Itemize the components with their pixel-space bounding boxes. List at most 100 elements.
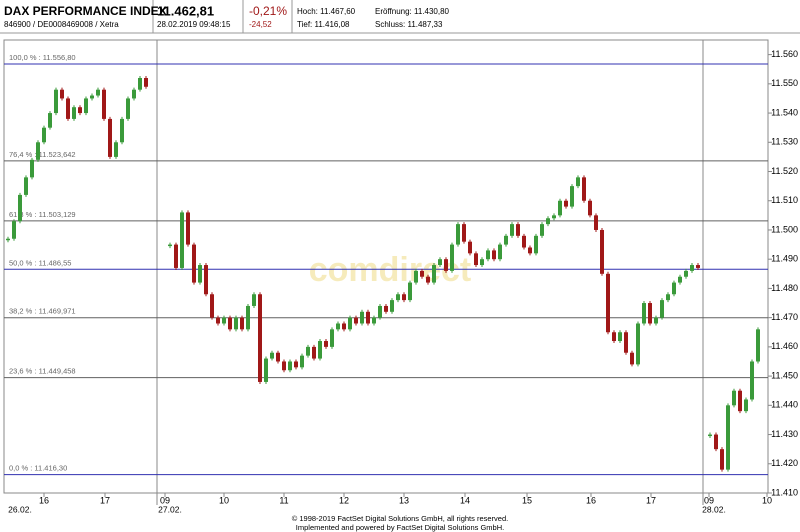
candle xyxy=(684,270,688,277)
change-abs: -24,52 xyxy=(249,20,272,29)
candle xyxy=(540,224,544,236)
candle xyxy=(78,107,82,114)
candle xyxy=(204,265,208,295)
candle xyxy=(384,305,388,312)
candle xyxy=(24,177,28,195)
candle xyxy=(570,186,574,207)
candle xyxy=(270,352,274,359)
candle xyxy=(36,142,40,160)
low: Tief: 11.416,08 xyxy=(297,20,350,29)
x-tick-label: 12 xyxy=(339,495,349,505)
candle xyxy=(306,346,310,356)
y-tick-label: 11.460 xyxy=(771,341,798,351)
candle xyxy=(366,311,370,324)
candle xyxy=(612,332,616,342)
candle xyxy=(756,329,760,362)
y-tick-label: 11.450 xyxy=(771,370,798,380)
candle xyxy=(642,303,646,324)
candle xyxy=(438,259,442,266)
x-tick-label: 09 xyxy=(704,495,714,505)
candle xyxy=(186,212,190,245)
candle xyxy=(6,238,10,241)
candle xyxy=(582,177,586,201)
candle xyxy=(720,449,724,470)
y-tick-label: 11.540 xyxy=(771,107,798,117)
date-label: 26.02. xyxy=(8,504,32,514)
candle xyxy=(360,311,364,324)
candle xyxy=(744,399,748,412)
candle xyxy=(144,77,148,87)
x-tick-label: 17 xyxy=(100,495,110,505)
candle xyxy=(618,332,622,342)
candle xyxy=(30,159,34,178)
candle xyxy=(654,317,658,324)
candle xyxy=(12,221,16,239)
candle xyxy=(510,224,514,236)
y-tick-label: 11.560 xyxy=(771,49,798,59)
candle xyxy=(90,95,94,99)
candle xyxy=(648,303,652,324)
candle xyxy=(396,294,400,301)
candle xyxy=(66,98,70,119)
candle xyxy=(552,215,556,219)
candle xyxy=(624,332,628,353)
candle xyxy=(486,250,490,260)
x-tick-label: 17 xyxy=(646,495,656,505)
close: Schluss: 11.487,33 xyxy=(375,20,443,29)
candle xyxy=(576,177,580,187)
candle xyxy=(636,323,640,365)
candle xyxy=(600,229,604,274)
candle xyxy=(192,244,196,283)
plot-frame xyxy=(3,39,769,494)
candle xyxy=(660,300,664,318)
y-tick-label: 11.490 xyxy=(771,254,798,264)
candle xyxy=(456,224,460,245)
candle xyxy=(564,200,568,207)
candle xyxy=(432,265,436,283)
footer: © 1998-2019 FactSet Digital Solutions Gm… xyxy=(292,514,508,523)
date-label: 28.02. xyxy=(702,504,726,514)
y-tick-label: 11.510 xyxy=(771,195,798,205)
candle xyxy=(630,352,634,365)
candle xyxy=(414,270,418,283)
level-label: 100,0 % : 11.556,80 xyxy=(9,53,76,62)
level-label: 50,0 % : 11.486,55 xyxy=(9,258,71,267)
candle xyxy=(114,142,118,157)
x-tick-label: 10 xyxy=(219,495,229,505)
candle xyxy=(132,89,136,99)
candle xyxy=(198,265,202,283)
y-tick-label: 11.410 xyxy=(771,487,798,497)
candle xyxy=(276,352,280,362)
candle xyxy=(288,361,292,371)
candle xyxy=(462,224,466,242)
candle xyxy=(504,235,508,245)
candle xyxy=(402,294,406,301)
x-tick-label: 16 xyxy=(586,495,596,505)
candle xyxy=(234,317,238,330)
change-pct: -0,21% xyxy=(249,4,287,18)
candle xyxy=(354,317,358,324)
candle xyxy=(108,118,112,157)
candle xyxy=(258,294,262,382)
candle xyxy=(474,253,478,266)
x-tick-label: 11 xyxy=(279,495,288,505)
candle xyxy=(102,89,106,119)
candle xyxy=(336,323,340,330)
candle xyxy=(84,98,88,114)
candle xyxy=(528,247,532,254)
candle xyxy=(282,361,286,371)
date-label: 27.02. xyxy=(158,504,182,514)
price: 11.462,81 xyxy=(157,3,214,18)
candle xyxy=(408,282,412,301)
candle xyxy=(180,212,184,268)
candle xyxy=(138,77,142,90)
candle xyxy=(480,259,484,266)
candle xyxy=(246,305,250,330)
y-tick-label: 11.520 xyxy=(771,166,798,176)
candle xyxy=(594,215,598,230)
candle xyxy=(738,390,742,412)
candle xyxy=(666,294,670,301)
candle xyxy=(330,329,334,347)
open: Eröffnung: 11.430,80 xyxy=(375,7,450,16)
